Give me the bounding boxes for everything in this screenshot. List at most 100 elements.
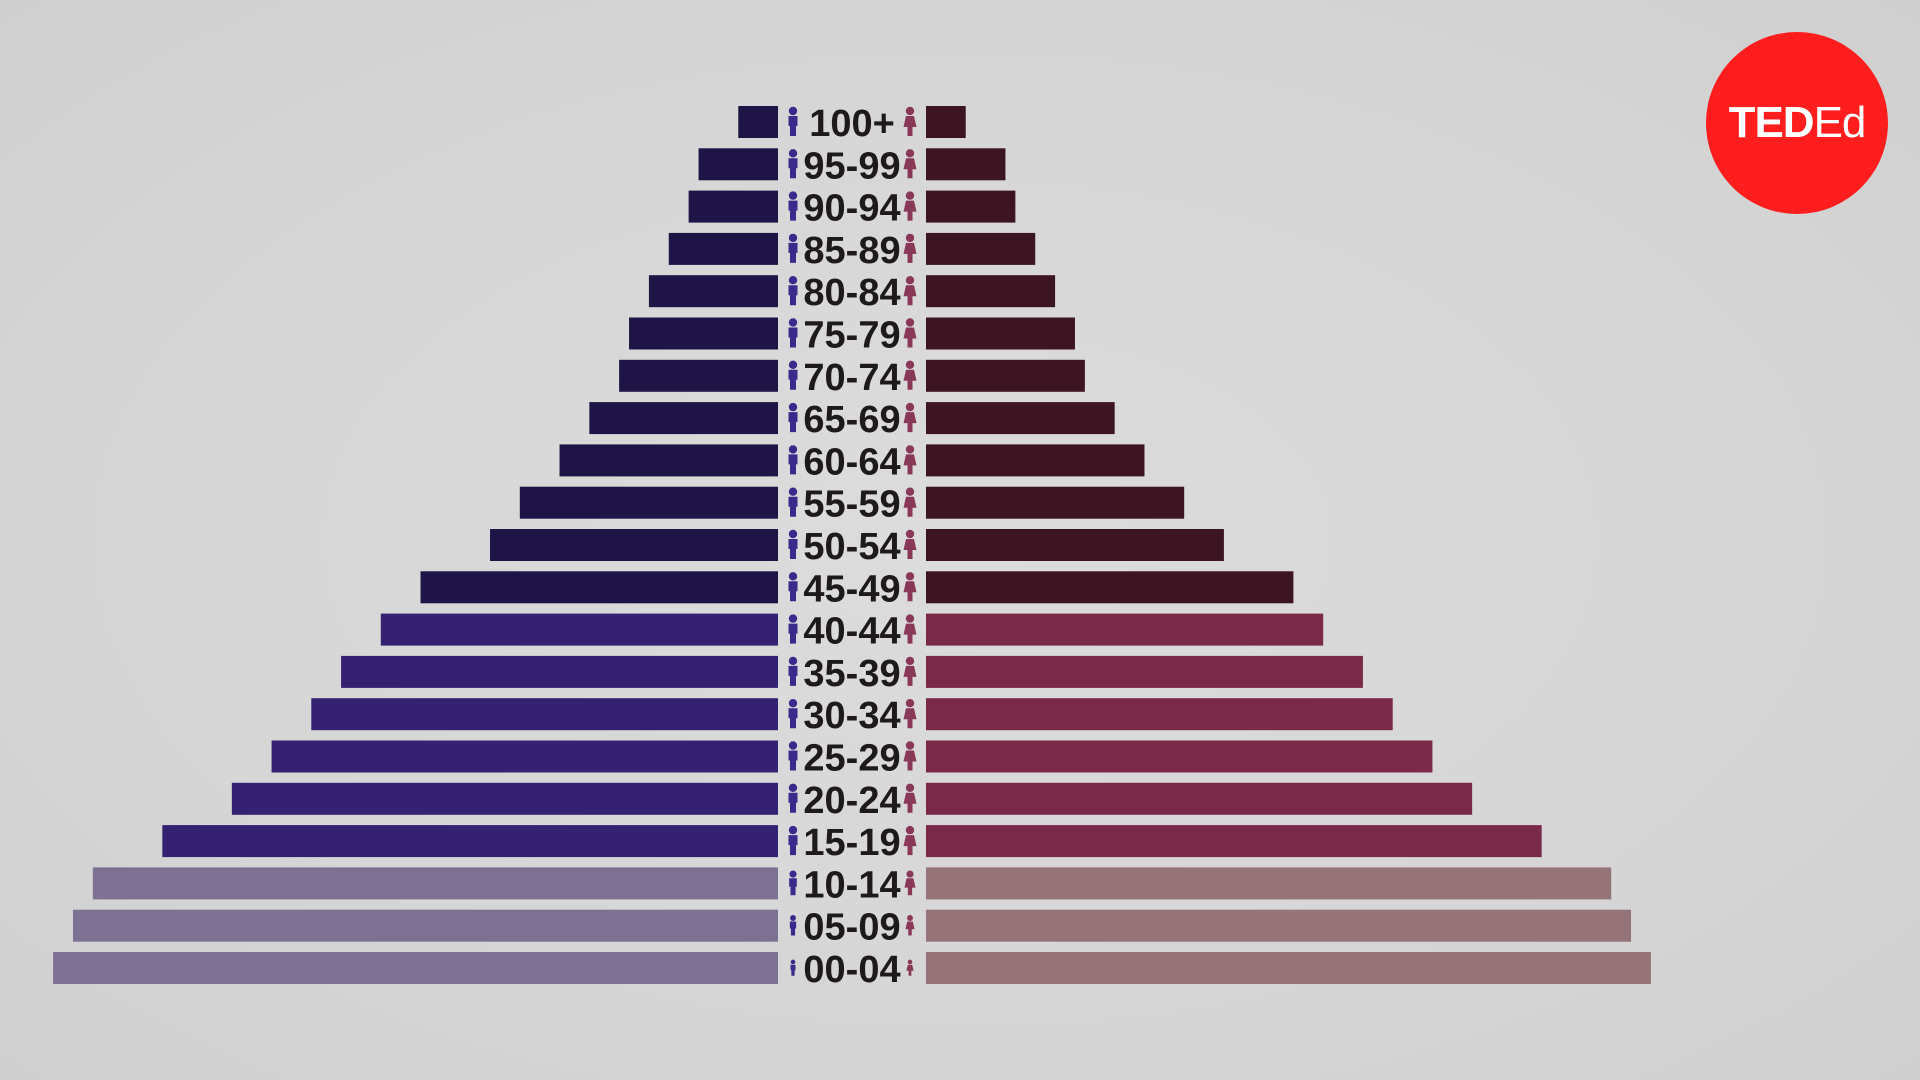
male-bar-35-39 [341,655,778,688]
male-figure-icon-50-54-head [788,529,798,539]
female-figure-icon-20-24 [903,783,917,813]
female-bar-65-69 [926,402,1115,435]
male-figure-icon-30-34-head [788,699,798,708]
female-figure-icon-10-14-head [906,870,914,878]
male-bar-85-89 [668,232,778,265]
male-figure-icon-55-59-head [788,487,798,496]
male-figure-icon-90-94 [788,191,798,221]
male-figure-icon-60-64 [788,445,798,475]
male-figure-icon-00-04 [790,959,796,976]
male-figure-icon-00-04-body [790,964,796,976]
female-figure-icon-80-84 [903,276,917,306]
female-figure-icon-70-74-body [903,369,917,390]
female-figure-icon-25-29-body [903,750,917,771]
age-label-90-94: 90-94 [803,188,900,230]
male-bar-60-64 [559,444,778,477]
logo-ted-text: TED [1728,98,1815,147]
female-figure-icon-00-04-head [907,959,913,965]
female-figure-icon-05-09 [905,915,915,936]
female-bar-30-34 [926,698,1393,731]
female-figure-icon-100+-body [903,116,917,136]
female-figure-icon-100+-head [905,106,915,116]
age-label-55-59: 55-59 [803,484,900,526]
male-figure-icon-50-54 [788,529,798,559]
age-label-30-34: 30-34 [803,695,900,737]
female-figure-icon-35-39-head [905,656,915,666]
male-figure-icon-10-14 [789,870,797,896]
female-figure-icon-85-89-body [903,242,917,263]
male-bar-100+ [738,106,778,138]
age-label-100+: 100+ [809,103,895,145]
female-figure-icon-45-49 [903,572,917,602]
age-label-10-14: 10-14 [803,864,900,906]
age-label-00-04: 00-04 [803,949,900,991]
female-figure-icon-30-34 [903,699,917,729]
male-bar-45-49 [420,571,778,604]
male-figure-icon-95-99-body [788,158,798,179]
female-bar-15-19 [926,825,1542,858]
male-figure-icon-70-74-head [788,360,798,369]
female-figure-icon-90-94-body [903,200,917,221]
male-bar-15-19 [162,825,779,858]
male-bar-55-59 [519,486,778,519]
age-label-75-79: 75-79 [803,315,900,357]
male-figure-icon-75-79-head [788,318,798,327]
female-bar-60-64 [926,444,1145,477]
male-figure-icon-40-44-head [788,614,798,623]
female-figure-icon-40-44-body [903,623,917,644]
female-figure-icon-35-39-body [903,665,917,686]
female-figure-icon-65-69 [903,402,917,433]
male-bar-90-94 [688,190,778,223]
male-bar-25-29 [271,740,778,773]
male-bar-75-79 [629,317,778,350]
female-figure-icon-10-14 [904,870,916,896]
male-figure-icon-20-24-body [788,792,798,813]
male-figure-icon-85-89 [788,233,798,263]
male-figure-icon-85-89-body [788,242,798,263]
female-figure-icon-60-64-body [903,454,917,475]
age-group-labels: 100+95-9990-9485-8980-8475-7970-7465-696… [803,103,900,991]
male-figure-icon-100+ [788,106,798,136]
male-bar-05-09 [72,909,779,942]
female-figure-icon-15-19-body [903,835,917,856]
female-figure-icon-60-64-head [905,445,915,454]
male-figure-icon-45-49-head [788,572,798,581]
male-figure-icon-100+-head [788,106,798,116]
age-label-25-29: 25-29 [803,738,900,780]
male-figure-icon-50-54-body [788,539,798,559]
male-figure-icon-75-79 [788,318,798,348]
male-bar-70-74 [619,359,778,392]
male-figure-icon-10-14-head [789,870,797,878]
female-bar-80-84 [926,275,1056,308]
age-label-05-09: 05-09 [803,907,900,949]
male-figure-icon-10-14-body [789,878,797,896]
female-bar-85-89 [926,232,1036,265]
male-figure-icon-55-59-body [788,496,798,517]
female-figure-icon-95-99 [903,149,917,179]
male-figure-icon-65-69 [788,402,798,433]
male-figure-icon-15-19 [788,825,798,856]
male-figure-icon-60-64-body [788,454,798,475]
male-bar-20-24 [231,782,779,815]
male-figure-icon-70-74-body [788,369,798,390]
female-figure-icon-85-89 [903,233,917,263]
male-figure-icons [788,106,798,976]
male-bar-95-99 [698,148,778,181]
female-figure-icon-25-29 [903,741,917,771]
female-bar-05-09 [926,909,1632,942]
male-bar-30-34 [311,698,778,731]
female-figure-icon-65-69-head [905,402,915,412]
age-label-60-64: 60-64 [803,441,900,483]
female-figure-icon-70-74 [903,360,917,390]
male-figure-icon-80-84-body [788,285,798,306]
male-figure-icon-45-49-body [788,581,798,602]
age-label-15-19: 15-19 [803,822,900,864]
female-bar-95-99 [926,148,1006,181]
male-figure-icon-00-04-head [790,959,796,965]
male-bar-10-14 [92,867,778,900]
age-label-65-69: 65-69 [803,399,900,441]
male-figure-icon-85-89-head [788,233,798,243]
female-bars [926,106,1651,984]
